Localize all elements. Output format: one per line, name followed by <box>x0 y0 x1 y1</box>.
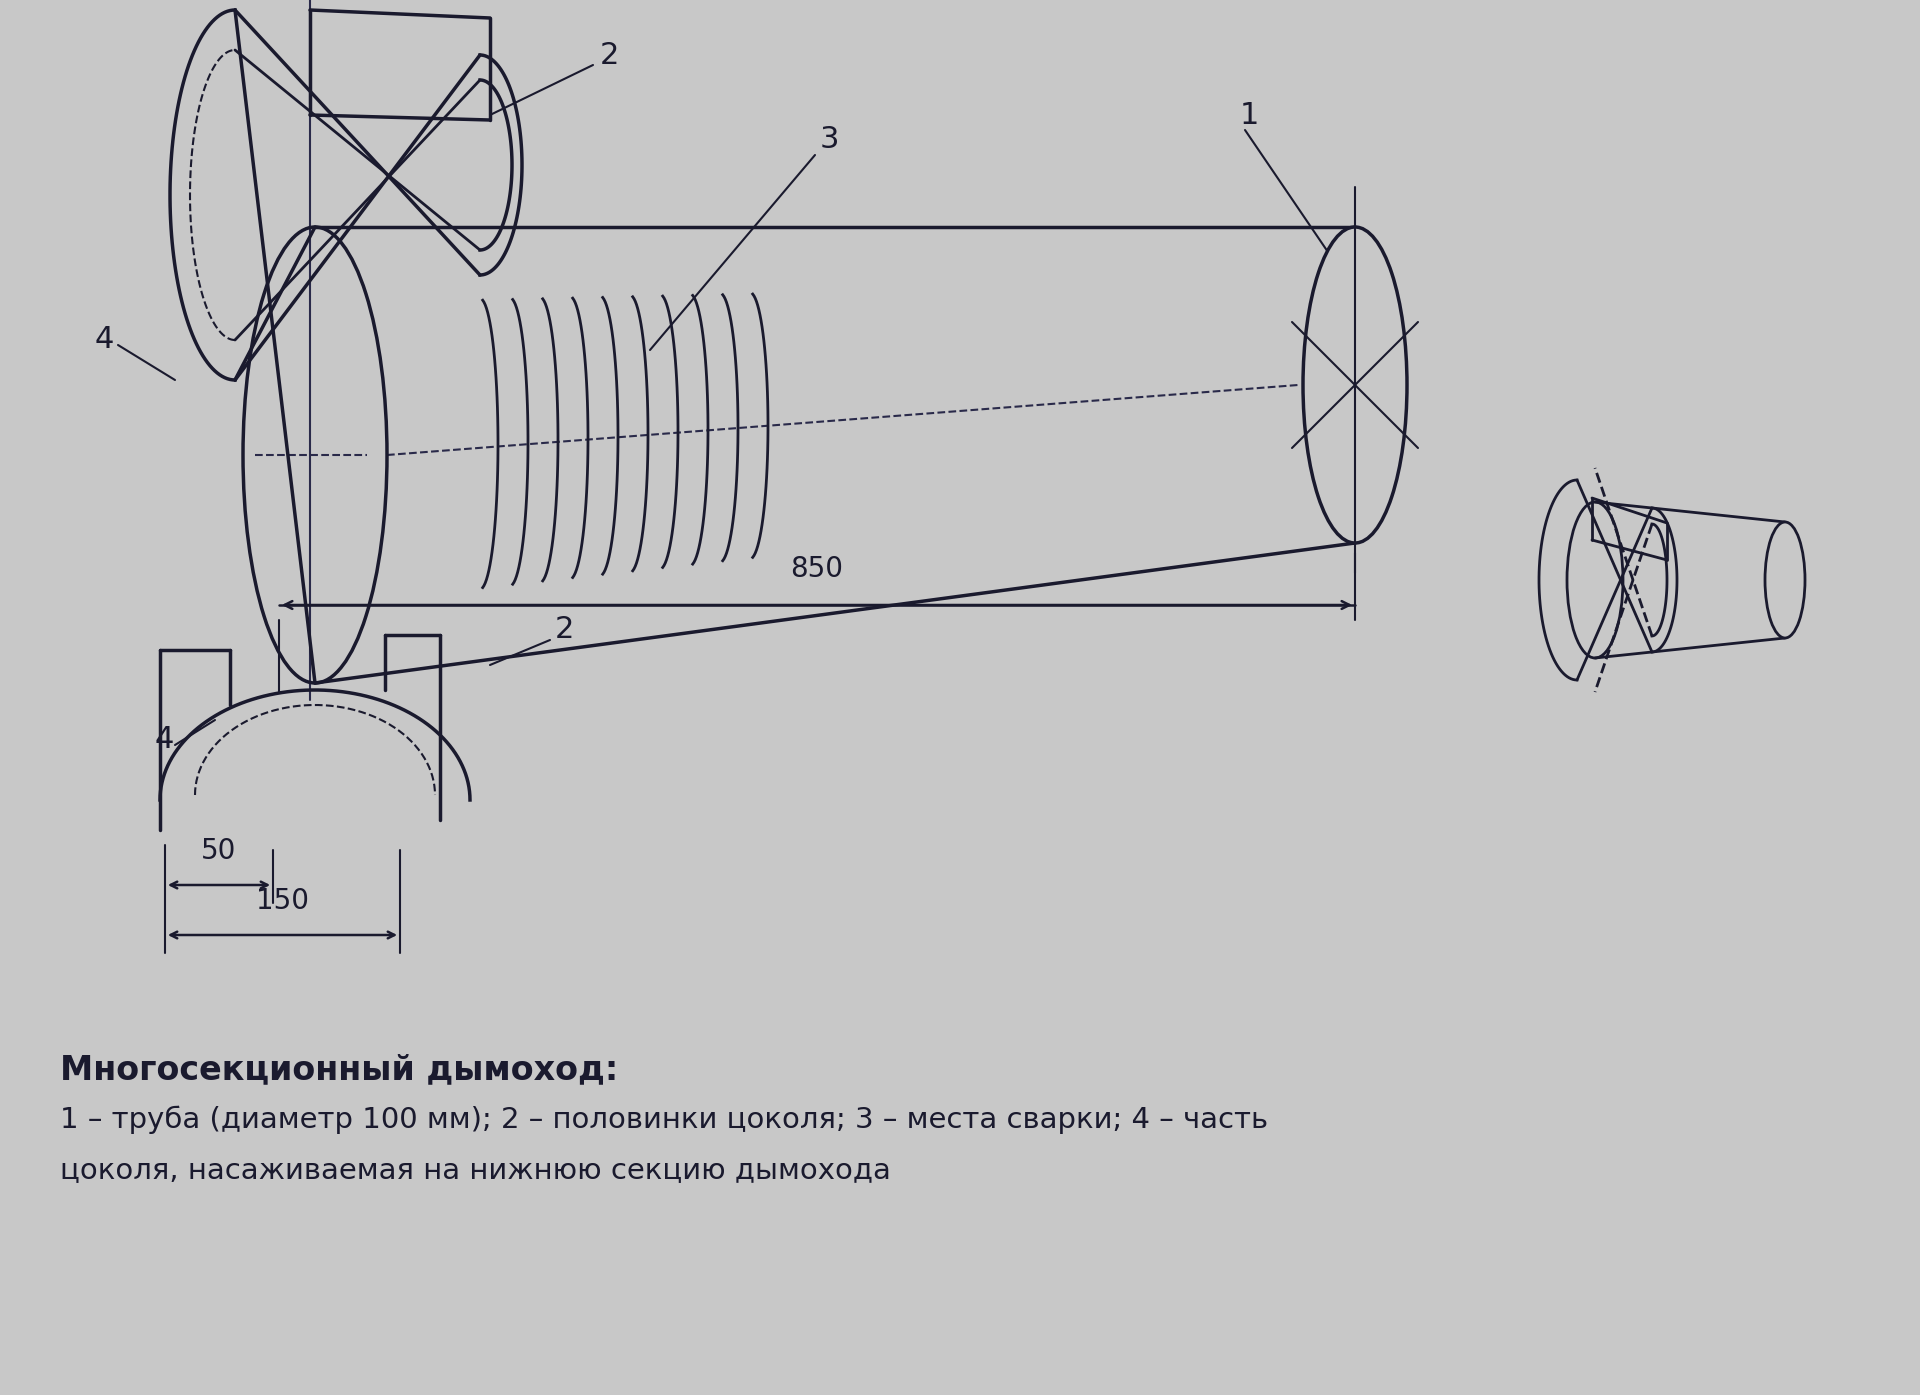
Text: 1: 1 <box>1240 100 1260 130</box>
Text: 150: 150 <box>255 887 309 915</box>
Text: 2: 2 <box>599 40 620 70</box>
Ellipse shape <box>1304 227 1407 543</box>
Text: 850: 850 <box>791 555 843 583</box>
Text: 3: 3 <box>820 126 839 155</box>
Text: Многосекционный дымоход:: Многосекционный дымоход: <box>60 1053 618 1087</box>
Text: 50: 50 <box>202 837 236 865</box>
Ellipse shape <box>1764 522 1805 638</box>
Text: 2: 2 <box>555 615 574 644</box>
Text: 4: 4 <box>94 325 115 354</box>
Text: 4: 4 <box>156 725 175 755</box>
Text: цоколя, насаживаемая на нижнюю секцию дымохода: цоколя, насаживаемая на нижнюю секцию ды… <box>60 1156 891 1184</box>
Text: 1 – труба (диаметр 100 мм); 2 – половинки цоколя; 3 – места сварки; 4 – часть: 1 – труба (диаметр 100 мм); 2 – половинк… <box>60 1106 1267 1134</box>
